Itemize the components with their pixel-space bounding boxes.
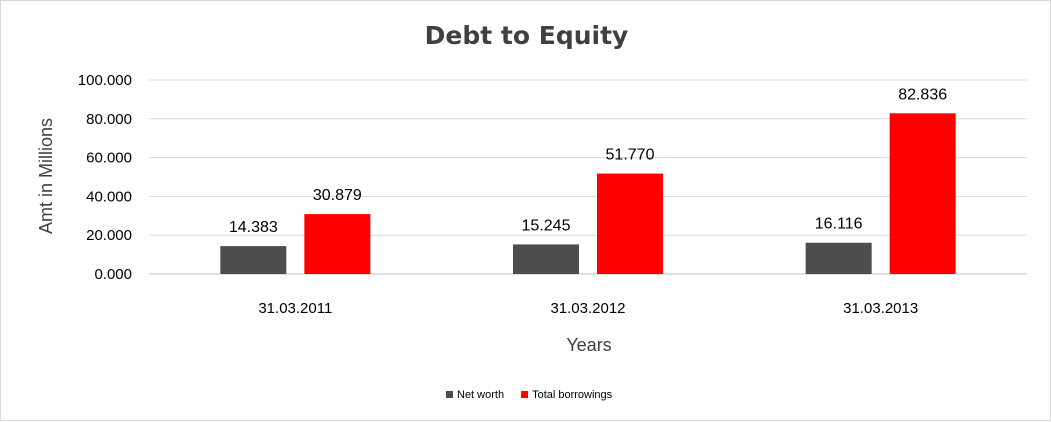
y-tick-label: 0.000 <box>94 266 132 283</box>
chart-title: Debt to Equity <box>424 21 629 50</box>
data-labels: 14.383 30.879 15.245 51.770 16.116 82.836 <box>229 86 947 236</box>
x-axis-ticks: 31.03.2011 31.03.2012 31.03.2013 <box>258 300 918 317</box>
y-tick-label: 80.000 <box>86 111 132 128</box>
data-label: 82.836 <box>898 86 947 103</box>
bar <box>597 173 663 274</box>
data-label: 51.770 <box>606 147 655 164</box>
y-axis-title: Amt in Millions <box>36 118 56 234</box>
y-axis-ticks: 0.000 20.000 40.000 60.000 80.000 100.000 <box>78 72 132 283</box>
x-tick-label: 31.03.2012 <box>550 300 625 317</box>
data-label: 14.383 <box>229 219 278 236</box>
data-label: 16.116 <box>815 216 863 233</box>
x-tick-label: 31.03.2011 <box>258 300 332 317</box>
bar <box>805 242 872 274</box>
bar <box>220 246 287 274</box>
y-tick-label: 60.000 <box>86 150 132 167</box>
x-tick-label: 31.03.2013 <box>843 300 918 317</box>
gridlines <box>149 79 1027 275</box>
legend-swatch <box>446 391 453 398</box>
legend-label: Net worth <box>457 389 504 401</box>
legend: Net worth Total borrowings <box>446 389 613 401</box>
legend-label: Total borrowings <box>532 389 613 401</box>
bar <box>304 214 371 274</box>
y-tick-label: 100.000 <box>78 72 132 89</box>
y-tick-label: 20.000 <box>86 227 132 244</box>
y-tick-label: 40.000 <box>86 188 132 205</box>
x-axis-title: Years <box>566 335 611 355</box>
legend-swatch <box>521 391 529 398</box>
data-label: 15.245 <box>522 217 571 234</box>
data-label: 30.879 <box>313 187 362 204</box>
bar <box>889 113 956 274</box>
bars <box>220 113 956 274</box>
bar <box>513 244 579 274</box>
